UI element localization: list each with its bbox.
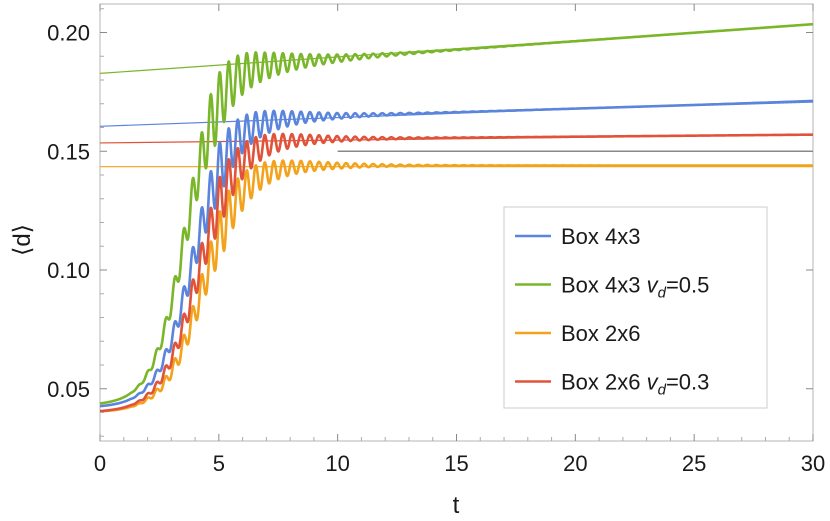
x-tick-label: 15 [444, 451, 468, 476]
x-axis-label: t [453, 492, 460, 519]
axis-ticks-layer: 0 5 10 15 20 25 30 0.05 0.10 0.15 0.20 [47, 4, 825, 476]
series-line [99, 132, 814, 413]
series-line [99, 22, 814, 405]
legend-label: Box 2x6 [561, 321, 641, 346]
series-line [99, 159, 814, 413]
y-tick-label: 0.05 [47, 377, 90, 402]
x-tick-label: 30 [801, 451, 825, 476]
series-curves-layer [99, 22, 814, 413]
legend-label: Box 2x6 vd=0.3 [561, 370, 709, 399]
x-tick-label: 10 [325, 451, 349, 476]
x-tick-label: 20 [563, 451, 587, 476]
y-tick-label: 0.10 [47, 258, 90, 283]
y-tick-label: 0.20 [47, 21, 90, 46]
legend-box [503, 206, 768, 409]
series-line [99, 100, 814, 408]
x-tick-label: 25 [682, 451, 706, 476]
legend-label: Box 4x3 vd=0.5 [561, 273, 709, 302]
x-tick-label: 0 [94, 451, 106, 476]
y-axis-label: ⟨d⟩ [9, 224, 36, 256]
y-tick-label: 0.15 [47, 139, 90, 164]
x-tick-label: 5 [213, 451, 225, 476]
legend-label: Box 4x3 [561, 224, 641, 249]
legend: Box 4x3 Box 4x3 vd=0.5 Box 2x6 Box 2x6 vd=0… [503, 206, 768, 409]
